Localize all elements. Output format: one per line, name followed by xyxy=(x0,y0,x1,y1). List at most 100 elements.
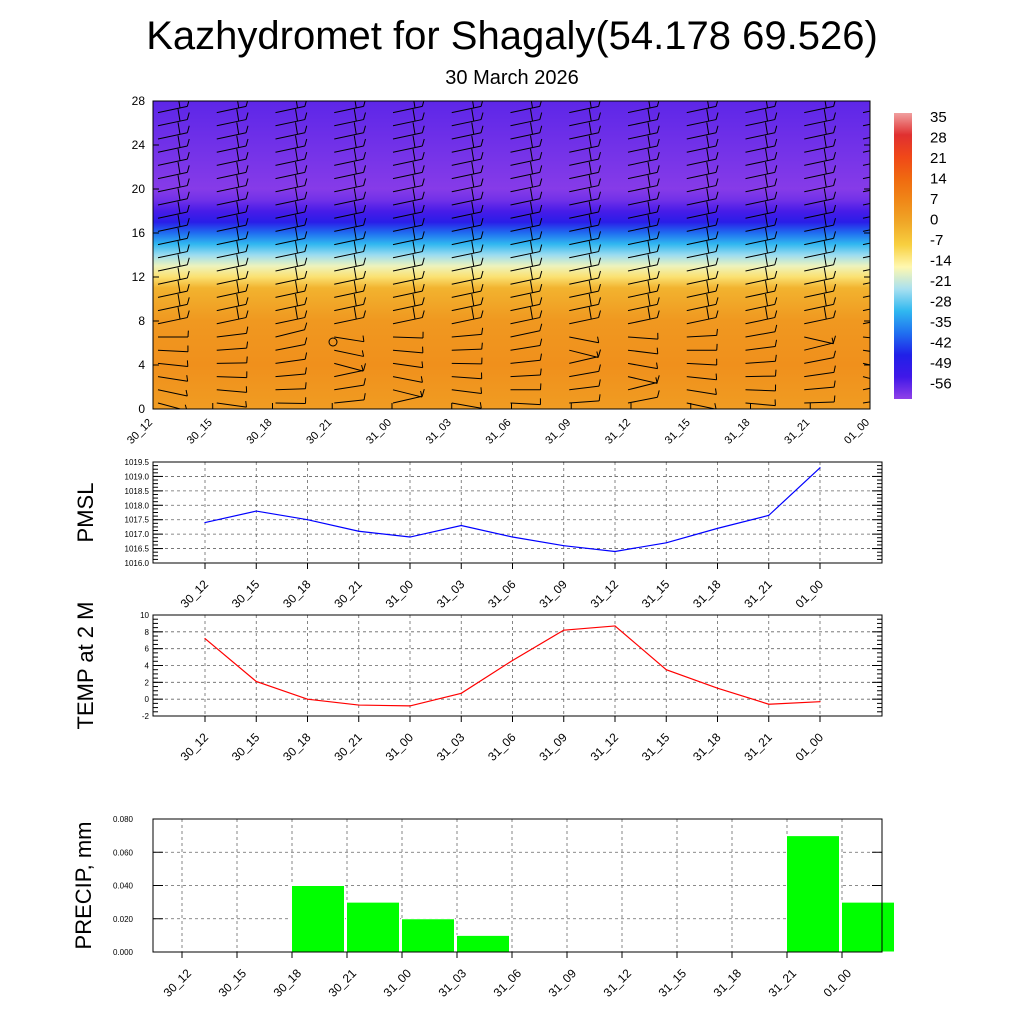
wind-barb xyxy=(804,237,834,246)
wind-barb-flag xyxy=(833,365,836,373)
wind-barb xyxy=(862,376,870,379)
wind-barb-flag xyxy=(892,271,894,278)
pmsl-point xyxy=(255,510,257,512)
wind-barb xyxy=(745,251,775,259)
wind-barb-flag xyxy=(774,244,778,252)
wind-barb xyxy=(804,198,834,206)
wind-barb xyxy=(451,224,482,232)
y-tick-label: 0 xyxy=(145,695,150,704)
wind-barb xyxy=(745,224,775,232)
wind-barb xyxy=(686,198,717,206)
wind-barb xyxy=(275,402,306,405)
wind-barb-flag xyxy=(656,257,660,265)
wind-barb xyxy=(216,347,247,351)
wind-barb-flag xyxy=(706,293,710,307)
y-tick-label: 10 xyxy=(140,611,149,620)
wind-barb-flag xyxy=(774,138,778,147)
wind-barb-flag xyxy=(363,204,366,213)
wind-barb-flag xyxy=(363,270,366,279)
wind-barb xyxy=(334,369,364,378)
wind-barb xyxy=(275,317,305,325)
wind-barb-flag xyxy=(177,135,181,148)
wind-barb-flag xyxy=(774,178,778,186)
wind-barb-flag xyxy=(186,152,190,160)
wind-barb xyxy=(745,145,775,153)
wind-barb xyxy=(510,303,540,312)
wind-barb-flag xyxy=(530,241,534,254)
wind-barb xyxy=(157,264,188,272)
y-tick-label: 0.040 xyxy=(113,882,134,891)
wind-barb xyxy=(275,329,305,338)
wind-barb xyxy=(216,224,247,232)
wind-barb-flag xyxy=(647,175,651,188)
wind-barb-flag xyxy=(186,231,190,239)
wind-barb xyxy=(451,185,482,193)
wind-barb-flag xyxy=(833,350,836,358)
wind-barb-flag xyxy=(363,218,366,226)
wind-barb-flag xyxy=(715,284,719,292)
wind-barb-flag xyxy=(245,178,249,186)
wind-barb xyxy=(334,362,364,372)
x-tick-label: 30_12 xyxy=(178,730,212,764)
wind-barb xyxy=(745,132,775,140)
wind-barb-flag xyxy=(715,138,719,147)
wind-barb-flag xyxy=(481,327,484,335)
wind-barb-flag xyxy=(823,161,827,175)
wind-barbs xyxy=(157,101,894,409)
wind-barb-flag xyxy=(588,201,592,214)
x-tick-label: 30_21 xyxy=(331,577,365,611)
wind-barb xyxy=(510,119,540,127)
wind-barb xyxy=(451,198,482,206)
wind-barb-flag xyxy=(480,152,484,160)
wind-barb xyxy=(627,198,658,206)
wind-barb-flag xyxy=(539,368,542,376)
wind-barb-flag xyxy=(295,188,299,201)
wind-barb xyxy=(862,308,870,312)
wind-barb xyxy=(804,264,834,272)
wind-barb-flag xyxy=(530,201,534,214)
wind-barb-flag xyxy=(177,161,181,175)
wind-barb-flag xyxy=(823,201,827,214)
y-axis-label: TEMP at 2 M xyxy=(73,602,98,730)
wind-barb xyxy=(334,277,364,285)
pmsl-point xyxy=(716,527,719,529)
wind-barb-flag xyxy=(823,267,827,280)
colorbar-label: -42 xyxy=(930,335,952,352)
wind-barb-flag xyxy=(186,204,190,213)
wind-barb-flag xyxy=(598,204,601,213)
wind-barb-flag xyxy=(353,188,357,201)
wind-barb-flag xyxy=(588,188,592,201)
wind-barb-flag xyxy=(647,280,651,293)
wind-barb xyxy=(745,360,776,364)
wind-barb-flag xyxy=(891,364,892,370)
wind-barb-flag xyxy=(304,284,308,292)
wind-barb-flag xyxy=(353,280,357,293)
wind-barb-flag xyxy=(184,404,187,409)
wind-barb-flag xyxy=(236,135,240,148)
wind-barb-flag xyxy=(892,284,894,291)
wind-barb-flag xyxy=(530,122,534,135)
wind-barb-flag xyxy=(823,227,827,241)
wind-barb xyxy=(334,119,364,127)
wind-barb-flag xyxy=(647,241,651,254)
wind-barb xyxy=(686,290,717,298)
wind-barb-flag xyxy=(236,280,240,293)
colorbar-label: -14 xyxy=(930,253,952,270)
pmsl-point xyxy=(306,519,309,521)
wind-barb-flag xyxy=(412,254,416,267)
wind-barb xyxy=(392,264,423,272)
wind-barb-flag xyxy=(421,310,425,318)
wind-barb-flag xyxy=(245,152,249,160)
wind-barb-flag xyxy=(774,218,778,226)
wind-barb xyxy=(392,362,423,369)
wind-barb-flag xyxy=(892,245,894,252)
x-tick-label: 30_18 xyxy=(280,577,314,611)
wind-barb-flag xyxy=(823,214,827,227)
wind-barb-flag xyxy=(363,231,366,239)
wind-barb xyxy=(627,251,658,259)
wind-barb xyxy=(862,110,870,114)
x-tick-label: 30_21 xyxy=(326,966,360,1000)
wind-barb xyxy=(157,119,188,127)
y-tick-label: 0.020 xyxy=(113,915,134,924)
wind-barb-flag xyxy=(295,175,299,188)
